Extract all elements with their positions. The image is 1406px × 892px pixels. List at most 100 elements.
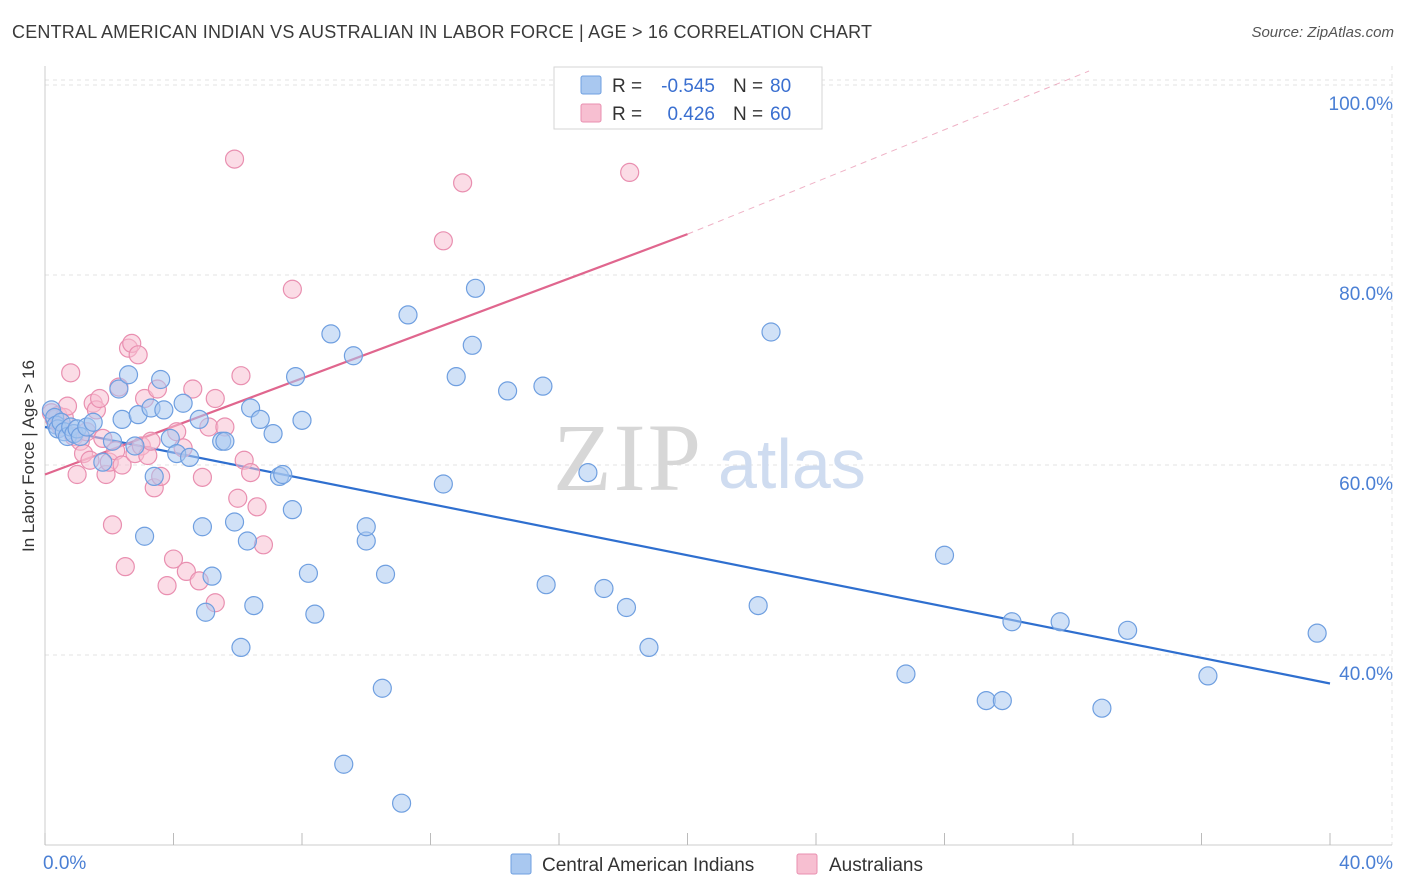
point-central-american-indians <box>250 409 270 429</box>
y-tick-label: 100.0% <box>1329 94 1394 115</box>
point-australians <box>282 279 302 299</box>
source-label: Source: ZipAtlas.com <box>1251 24 1394 41</box>
y-tick-label: 60.0% <box>1339 474 1393 495</box>
point-central-american-indians <box>196 602 216 622</box>
point-australians <box>192 467 213 487</box>
point-central-american-indians <box>391 793 412 813</box>
point-central-american-indians <box>112 409 132 429</box>
point-central-american-indians <box>237 531 257 551</box>
point-australians <box>241 463 261 483</box>
point-central-american-indians <box>372 678 392 698</box>
legend-r-value-blue: -0.545 <box>661 76 715 97</box>
legend-n-label-blue: N = <box>733 76 763 97</box>
point-central-american-indians <box>305 604 325 624</box>
chart-title: CENTRAL AMERICAN INDIAN VS AUSTRALIAN IN… <box>12 22 873 42</box>
point-central-american-indians <box>83 412 103 432</box>
legend-swatch-pink <box>580 103 602 123</box>
point-central-american-indians <box>151 369 171 390</box>
point-central-american-indians <box>356 517 376 537</box>
point-central-american-indians <box>179 447 200 467</box>
point-australians <box>67 464 87 485</box>
point-central-american-indians <box>446 367 466 387</box>
point-central-american-indians <box>1002 612 1022 632</box>
bottom-legend-label-pink: Australians <box>829 855 923 876</box>
point-australians <box>205 388 225 409</box>
axes: 40.0% 60.0% 80.0% 100.0% 0.0% 40.0% <box>43 66 1393 874</box>
point-australians <box>620 162 640 182</box>
point-central-american-indians <box>896 664 916 684</box>
point-central-american-indians <box>1198 666 1218 686</box>
legend-n-label-pink: N = <box>733 104 763 125</box>
point-australians <box>231 366 251 386</box>
bottom-legend-swatch-pink <box>796 853 818 875</box>
point-central-american-indians <box>202 566 222 586</box>
top-legend: R = -0.545 N = 80 R = 0.426 N = 60 <box>553 66 823 130</box>
point-australians <box>90 388 110 409</box>
point-central-american-indians <box>109 379 129 399</box>
legend-r-label-blue: R = <box>612 76 642 97</box>
y-axis-label: In Labor Force | Age > 16 <box>19 360 38 552</box>
point-central-american-indians <box>192 517 213 537</box>
grid-lines <box>45 66 1393 845</box>
point-australians <box>61 363 81 383</box>
legend-r-label-pink: R = <box>612 104 642 125</box>
point-central-american-indians <box>144 466 164 486</box>
bottom-legend-swatch-blue <box>510 853 532 875</box>
point-central-american-indians <box>594 578 614 599</box>
point-central-american-indians <box>125 436 145 456</box>
point-central-american-indians <box>934 545 955 565</box>
watermark-zip: ZIP <box>553 404 703 511</box>
point-central-american-indians <box>992 690 1012 711</box>
point-australians <box>112 455 132 475</box>
y-tick-label: 40.0% <box>1339 664 1393 685</box>
point-central-american-indians <box>298 563 319 583</box>
point-central-american-indians <box>1050 612 1070 632</box>
point-central-american-indians <box>533 376 553 396</box>
point-central-american-indians <box>189 409 209 429</box>
point-central-american-indians <box>231 637 251 658</box>
point-central-american-indians <box>462 335 482 355</box>
point-australians <box>128 345 148 365</box>
point-central-american-indians <box>173 393 193 413</box>
point-central-american-indians <box>343 346 363 366</box>
point-australians <box>163 549 184 569</box>
point-australians <box>115 557 135 577</box>
point-australians <box>453 173 473 193</box>
point-australians <box>433 231 453 251</box>
bottom-legend-label-blue: Central American Indians <box>542 855 754 876</box>
point-central-american-indians <box>273 464 293 485</box>
point-central-american-indians <box>375 564 396 584</box>
point-central-american-indians <box>224 512 245 532</box>
point-central-american-indians <box>118 365 139 385</box>
point-central-american-indians <box>263 424 283 444</box>
point-central-american-indians <box>465 278 486 298</box>
x-tick-label-max: 40.0% <box>1339 853 1393 874</box>
point-australians <box>102 515 123 535</box>
bottom-legend: Central American Indians Australians <box>510 853 923 876</box>
point-central-american-indians <box>93 452 113 472</box>
point-central-american-indians <box>498 381 518 401</box>
point-australians <box>183 379 203 399</box>
point-central-american-indians <box>578 463 598 483</box>
y-tick-label: 80.0% <box>1339 284 1393 305</box>
point-australians <box>141 431 161 451</box>
data-points <box>41 149 1327 813</box>
point-central-american-indians <box>639 637 659 658</box>
point-central-american-indians <box>1118 620 1138 640</box>
legend-swatch-blue <box>580 75 602 95</box>
watermark: ZIP atlas <box>553 404 866 511</box>
point-central-american-indians <box>976 690 996 711</box>
point-central-american-indians <box>398 305 418 325</box>
point-australians <box>228 488 248 508</box>
point-central-american-indians <box>154 400 174 420</box>
point-central-american-indians <box>616 597 637 618</box>
point-central-american-indians <box>1092 698 1112 718</box>
point-australians <box>176 561 196 582</box>
point-central-american-indians <box>433 474 453 494</box>
x-tick-label-min: 0.0% <box>43 853 86 874</box>
point-central-american-indians <box>282 500 302 520</box>
point-australians <box>247 497 267 517</box>
legend-r-value-pink: 0.426 <box>667 104 715 125</box>
legend-n-value-pink: 60 <box>770 104 791 125</box>
